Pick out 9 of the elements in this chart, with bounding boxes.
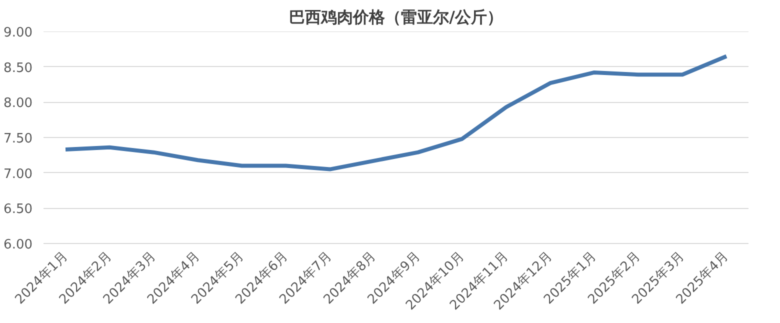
y-tick-label: 8.00 [4,96,33,112]
y-tick-label: 7.00 [4,166,33,182]
y-tick-label: 6.50 [4,202,33,218]
y-tick-label: 6.00 [4,238,33,252]
y-tick-label: 8.50 [4,60,33,76]
chart-title: 巴西鸡肉价格（雷亚尔/公斤） [289,8,503,26]
y-tick-label: 9.00 [4,26,33,40]
line-series [64,54,728,172]
y-tick-label: 7.50 [4,132,33,146]
